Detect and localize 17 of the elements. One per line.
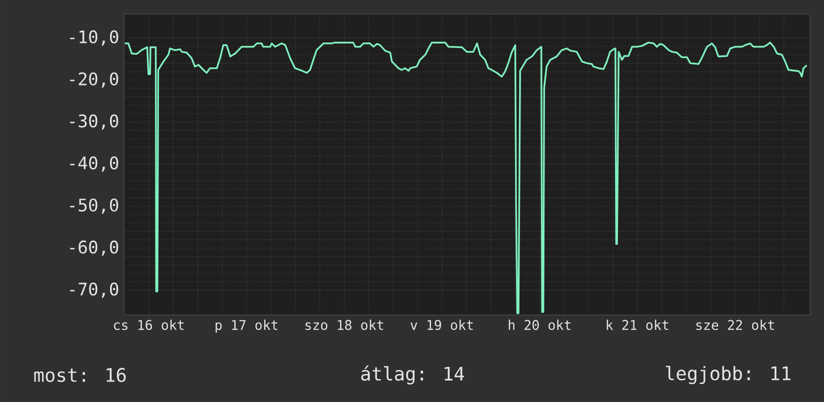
y-tick-label: -30,0 [70,114,118,130]
x-tick-label: k 21 okt [606,320,668,330]
text: most: 16 [34,368,126,382]
y-tick-label: -40,0 [70,156,118,172]
x-tick-label: cs 16 okt [114,320,184,330]
y-tick-label: -60,0 [70,240,118,256]
text: legjobb: 11 [666,366,790,384]
x-tick-label: h 20 okt [508,320,570,330]
x-tick-label: sze 22 okt [696,320,774,330]
text: átlag: 14 [361,366,464,384]
y-tick-label: -10,0 [70,30,118,46]
y-tick-label: -70,0 [70,282,118,298]
x-tick-label: p 17 okt [216,320,278,333]
x-tick-label: v 19 okt [410,320,473,330]
y-tick-label: -50,0 [70,198,118,214]
y-tick-label: -20,0 [70,72,118,88]
x-tick-label: szo 18 okt [306,320,384,330]
